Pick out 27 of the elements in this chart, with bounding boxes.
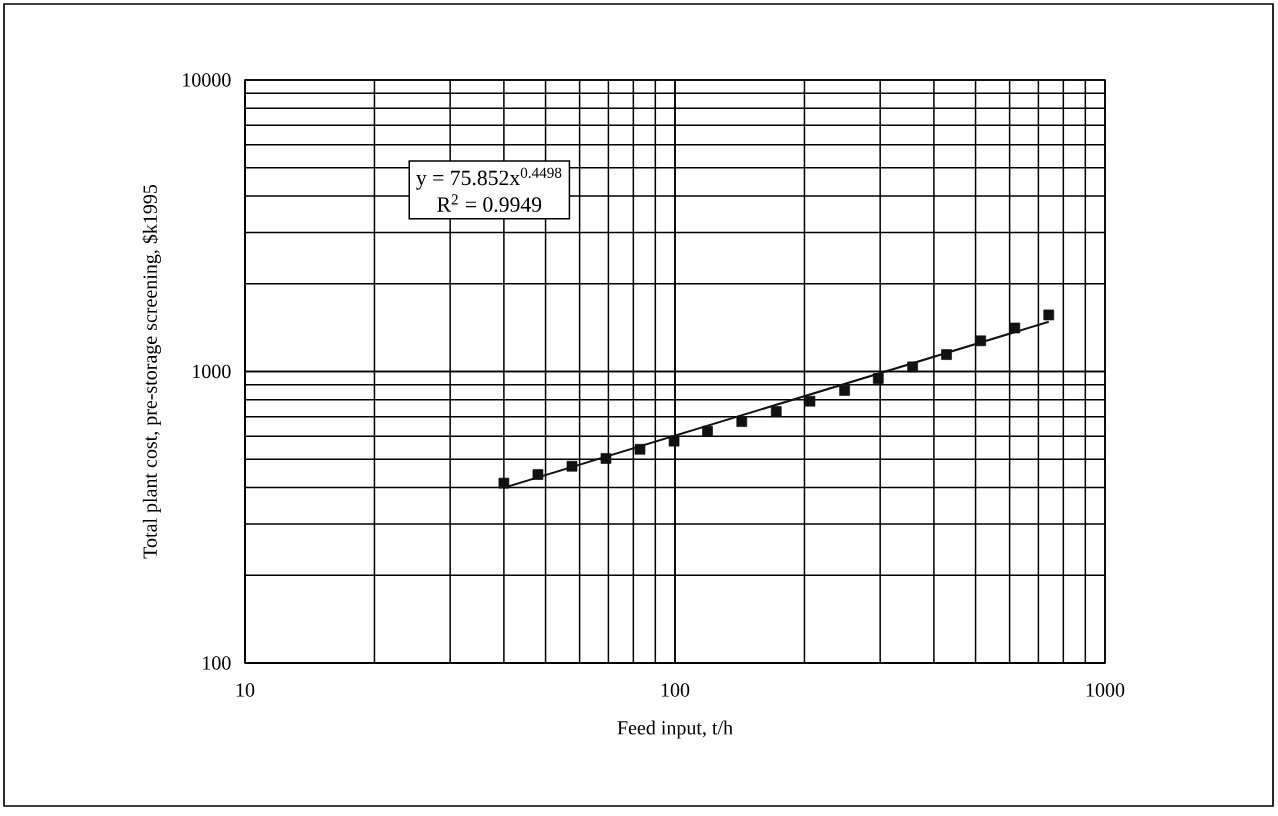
x-tick-label: 10 [236,683,255,697]
x-tick-label: 1000 [1086,683,1125,697]
point [941,349,952,360]
point [975,335,987,347]
y-tick-label: 1000 [193,364,231,379]
point [736,416,748,427]
point [770,406,782,417]
point [839,385,850,396]
point [498,477,510,489]
point [532,469,544,480]
x-axis-title: Feed input, t/h [617,720,733,739]
y-tick-label: 10000 [183,73,231,87]
point [1009,322,1021,334]
annotation: y = 75.852x$^{0.4498}$ [416,167,562,190]
point [566,460,578,472]
point [872,373,884,384]
y-tick-label: 100 [203,656,231,670]
x-tick-label: 100 [661,683,690,697]
point [907,361,918,373]
point [804,395,816,407]
point [668,435,680,447]
y-axis-title: Total plant cost, pre-storage screening, $k1995 [142,184,162,559]
point [1043,309,1055,321]
point [702,425,713,437]
annotation: R$^{2}$ = 0.9949 [437,194,542,212]
point [600,453,612,464]
point [634,443,646,455]
